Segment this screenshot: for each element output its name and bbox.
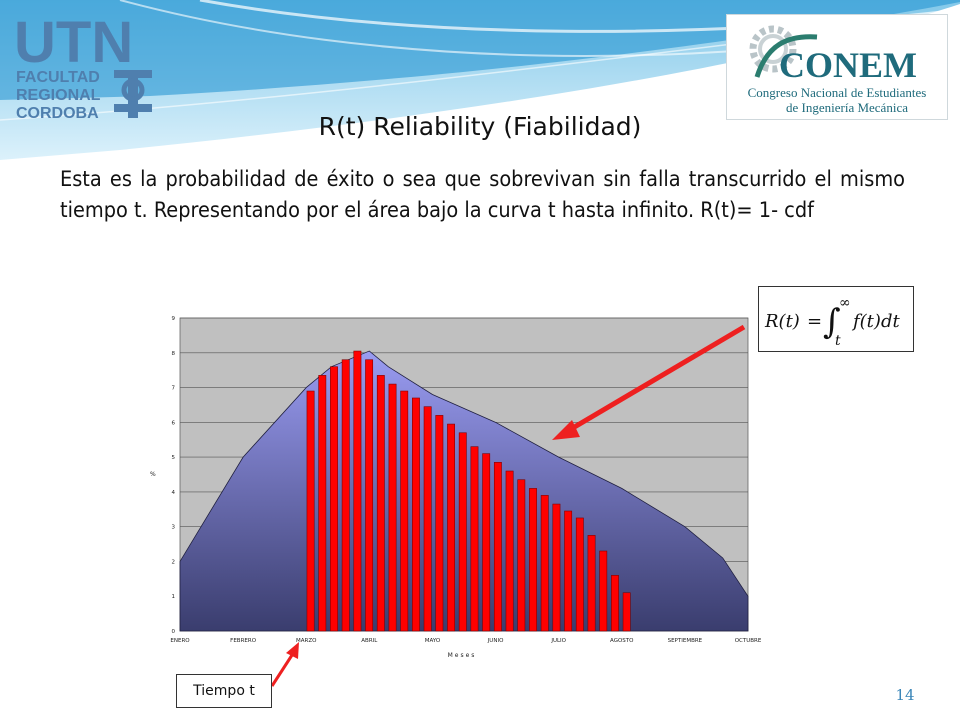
reliability-bar [341, 359, 350, 632]
integral-sign-icon: ∫ [823, 302, 841, 342]
utn-logo-line1: FACULTAD [16, 69, 100, 86]
x-tick-label: JULIO [550, 638, 566, 644]
utn-logo: UTN FACULTAD REGIONAL CORDOBA [14, 10, 152, 122]
conem-logo: CONEM Congreso Nacional de Estudiantes d… [726, 14, 948, 120]
reliability-bar [552, 503, 561, 632]
reliability-bar [482, 453, 491, 632]
reliability-bar [599, 550, 608, 632]
utn-emblem-icon [114, 70, 152, 118]
x-tick-label: MARZO [296, 638, 317, 644]
page-number: 14 [895, 686, 915, 704]
formula-lower-limit: t [835, 333, 841, 349]
y-axis-title: % [150, 471, 158, 478]
reliability-bar [540, 495, 549, 632]
reliability-formula: R(t) = ∫ ∞ t f(t)dt [758, 286, 914, 352]
y-tick-label: 5 [172, 455, 176, 461]
reliability-bar [517, 479, 526, 632]
reliability-bars [306, 350, 631, 632]
arrow-to-area-icon [552, 324, 746, 440]
slide-title: R(t) Reliability (Fiabilidad) [318, 112, 642, 141]
conem-logo-line2: de Ingeniería Mecánica [786, 100, 908, 115]
utn-logo-line3: CORDOBA [16, 105, 99, 122]
x-axis-title: Meses [448, 652, 477, 659]
gear-icon [749, 25, 797, 73]
x-tick-label: FEBRERO [230, 638, 257, 644]
y-tick-label: 7 [172, 386, 176, 392]
x-tick-label: ABRIL [361, 638, 378, 644]
x-tick-label: OCTUBRE [735, 638, 762, 644]
reliability-bar [564, 510, 573, 632]
reliability-bar [376, 375, 385, 632]
x-tick-label: MAYO [425, 638, 441, 644]
reliability-bar [400, 390, 409, 632]
conem-logo-name: CONEM [779, 45, 917, 85]
reliability-bar [423, 406, 432, 632]
y-tick-label: 1 [172, 594, 176, 600]
reliability-bar [611, 575, 619, 632]
reliability-bar [529, 488, 537, 632]
reliability-bar [353, 350, 362, 632]
reliability-bar [388, 383, 397, 632]
reliability-bar [575, 517, 584, 632]
reliability-bar [318, 375, 327, 632]
y-tick-label: 8 [172, 351, 176, 357]
reliability-bar [330, 366, 338, 632]
y-tick-label: 3 [172, 525, 176, 531]
utn-logo-name: UTN [14, 10, 133, 75]
reliability-bar [458, 432, 467, 632]
reliability-bar [587, 535, 596, 632]
conem-logo-line1: Congreso Nacional de Estudiantes [748, 85, 927, 100]
slide-body-text: Esta es la probabilidad de éxito o sea q… [60, 167, 905, 223]
formula-integrand: f(t)dt [851, 311, 900, 332]
x-tick-label: SEPTIEMBRE [668, 638, 703, 644]
utn-logo-line2: REGIONAL [16, 87, 101, 104]
x-tick-label: JUNIO [487, 638, 504, 644]
reliability-bar [622, 592, 631, 632]
x-tick-label: AGOSTO [610, 638, 634, 644]
formula-upper-limit: ∞ [839, 295, 851, 311]
y-tick-label: 6 [172, 420, 176, 426]
header-swoosh-background [0, 0, 960, 160]
tiempo-t-callout: Tiempo t [176, 674, 272, 708]
y-tick-label: 4 [172, 490, 176, 496]
reliability-bar [505, 470, 514, 632]
x-axis-ticks: ENERO FEBRERO MARZO ABRIL MAYO JUNIO JULIO AGOS… [170, 638, 761, 644]
y-tick-label: 2 [172, 559, 176, 565]
x-tick-label: ENERO [170, 638, 190, 644]
reliability-bar [435, 415, 444, 632]
reliability-bar [470, 446, 479, 632]
formula-equals: = [807, 311, 822, 332]
y-tick-label: 0 [172, 629, 176, 635]
reliability-bar [412, 397, 420, 632]
arrow-to-tiempo-icon [270, 642, 299, 687]
reliability-bar [447, 423, 455, 632]
y-tick-label: 9 [172, 316, 176, 322]
y-axis-ticks: 0 1 2 3 4 5 6 7 8 9 [172, 316, 176, 635]
reliability-bar [306, 390, 315, 632]
reliability-bar [365, 359, 374, 632]
reliability-bar [493, 462, 502, 632]
formula-lhs: R(t) [764, 311, 800, 332]
